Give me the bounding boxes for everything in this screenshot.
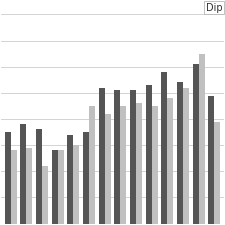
Bar (26, 148, 32, 224)
Bar (68, 135, 73, 224)
Bar (214, 122, 220, 224)
Bar (177, 82, 183, 224)
Bar (146, 85, 152, 224)
Bar (199, 54, 205, 224)
Bar (5, 132, 11, 224)
Bar (20, 124, 26, 224)
Bar (11, 150, 17, 224)
Bar (136, 103, 142, 224)
Bar (183, 88, 189, 224)
Bar (120, 106, 126, 224)
Bar (161, 72, 167, 224)
Bar (193, 64, 199, 224)
Bar (130, 90, 136, 224)
Bar (105, 114, 111, 224)
Bar (152, 106, 158, 224)
Bar (52, 150, 58, 224)
Bar (58, 150, 64, 224)
Bar (89, 106, 95, 224)
Text: Dip: Dip (206, 3, 222, 13)
Bar (167, 98, 173, 224)
Bar (114, 90, 120, 224)
Bar (83, 132, 89, 224)
Bar (99, 88, 105, 224)
Bar (36, 130, 42, 224)
Bar (42, 166, 48, 224)
Bar (73, 145, 79, 224)
Bar (208, 95, 214, 224)
